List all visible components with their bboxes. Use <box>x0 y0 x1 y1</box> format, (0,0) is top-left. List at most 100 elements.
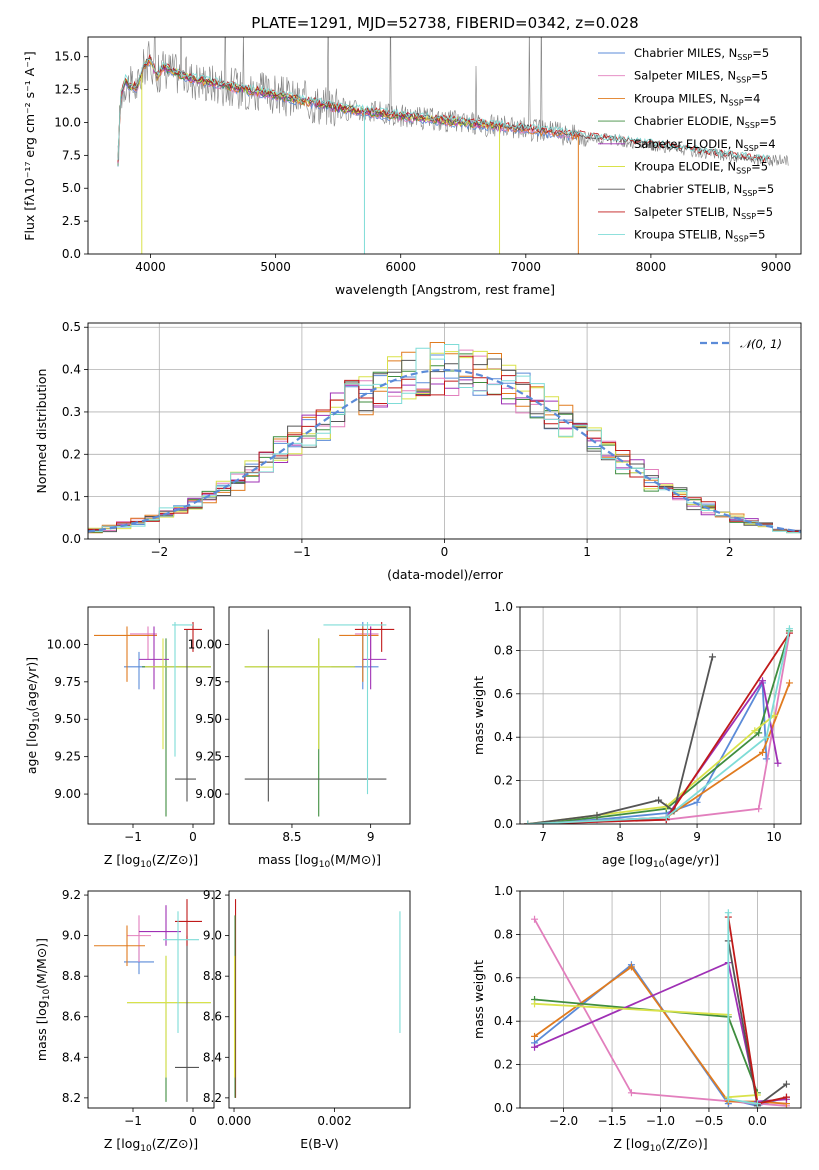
y-tick-label: 0.0 <box>62 247 81 261</box>
y-tick-label: 1.0 <box>494 600 513 614</box>
y-tick-label: 5.0 <box>62 181 81 195</box>
x-tick-label: 8.5 <box>282 830 301 844</box>
y-tick-label: 0.8 <box>494 643 513 657</box>
y-tick-label: 0.6 <box>494 971 513 985</box>
mass-vs-Z-frame <box>87 890 215 1109</box>
data-point-marker <box>785 679 793 687</box>
model-spectrum-line <box>117 59 770 162</box>
mass-vs-EBV-panel: 0.000 0.002 8.2 8.4 8.6 8.8 9.0 9.2 E(B-V) <box>203 888 411 1151</box>
data-point-marker <box>524 820 532 824</box>
data-point-marker <box>627 1089 635 1097</box>
spectrum-plot-area <box>117 37 789 254</box>
y-tick-label: 8.6 <box>62 1010 81 1024</box>
legend-entry: Kroupa MILES, NSSP=4 <box>634 91 760 107</box>
y-tick-label: 8.4 <box>203 1050 222 1064</box>
weight-vs-age-panel: 7 8 9 10 0.0 0.2 0.4 0.6 0.8 1.0 age [log10(age/yr… <box>471 600 802 870</box>
y-tick-label: 15.0 <box>54 50 81 64</box>
y-tick-label: 9.2 <box>203 888 222 902</box>
y-tick-label: 1.0 <box>494 884 513 898</box>
weight-vs-Z-panel: −2.0 −1.5 −1.0 −0.5 0.0 0.0 0.2 0.4 0.6 0.8 1.0 Z [… <box>471 884 802 1154</box>
data-point-marker <box>759 748 767 756</box>
x-tick-label: −1 <box>293 545 311 559</box>
mass-weight-line <box>527 632 791 824</box>
data-point-marker <box>531 1000 539 1008</box>
mass-weight-line <box>527 628 791 824</box>
age-vs-Z-plot-area <box>94 621 211 817</box>
mass-vs-Z-ylabel: mass [log10(M/M⊙)] <box>34 938 52 1061</box>
data-point-marker <box>762 733 770 741</box>
data-point-marker <box>755 729 763 737</box>
normal-reference-curve <box>88 368 801 533</box>
x-tick-label: 0.000 <box>217 1114 251 1128</box>
residuals-frame <box>87 322 802 540</box>
weight-vs-Z-frame <box>519 890 802 1109</box>
legend-entry: Kroupa ELODIE, NSSP=5 <box>634 160 768 176</box>
y-tick-label: 0.0 <box>494 1101 513 1115</box>
age-vs-mass-plot-area <box>244 621 395 817</box>
mass-vs-EBV-frame <box>228 890 411 1109</box>
x-tick-label: 2 <box>726 545 734 559</box>
y-tick-label: 9.0 <box>203 929 222 943</box>
residuals-plot-area <box>88 323 801 539</box>
y-tick-label: 9.75 <box>54 675 81 689</box>
legend-entry: Salpeter STELIB, NSSP=5 <box>634 205 773 221</box>
spectrum-legend: Chabrier MILES, NSSP=5 Salpeter MILES, NS… <box>598 46 777 244</box>
y-tick-label: 0.0 <box>62 532 81 546</box>
y-tick-label: 0.8 <box>494 927 513 941</box>
y-tick-label: 0.4 <box>62 363 81 377</box>
spectrum-title: PLATE=1291, MJD=52738, FIBERID=0342, z=0… <box>251 14 638 32</box>
legend-entry: Salpeter ELODIE, NSSP=4 <box>634 137 776 153</box>
y-tick-label: 9.0 <box>62 929 81 943</box>
y-tick-label: 8.4 <box>62 1050 81 1064</box>
model-spectrum-line <box>117 56 770 164</box>
y-tick-label: 0.2 <box>494 1058 513 1072</box>
x-tick-label: −2 <box>150 545 168 559</box>
age-vs-mass-frame <box>228 606 411 825</box>
x-tick-label: 6000 <box>385 260 416 274</box>
data-point-marker <box>531 1043 539 1051</box>
x-tick-label: 1 <box>583 545 591 559</box>
y-tick-label: 9.00 <box>195 787 222 801</box>
y-tick-label: 8.2 <box>62 1091 81 1105</box>
data-point-marker <box>627 963 635 971</box>
legend-entry: Chabrier STELIB, NSSP=5 <box>634 182 774 198</box>
x-tick-label: −1 <box>124 1114 142 1128</box>
x-tick-label: −1.5 <box>597 1114 626 1128</box>
x-tick-label: −1 <box>124 830 142 844</box>
x-tick-label: −0.5 <box>694 1114 723 1128</box>
y-tick-label: 9.75 <box>195 675 222 689</box>
x-tick-label: 9 <box>367 830 375 844</box>
data-point-marker <box>753 1100 761 1108</box>
data-point-marker <box>655 796 663 804</box>
age-vs-mass-xlabel: mass [log10(M/M⊙)] <box>258 852 381 870</box>
data-point-marker <box>751 727 759 735</box>
x-tick-label: 0 <box>189 830 197 844</box>
mass-vs-Z-plot-area <box>94 899 211 1102</box>
legend-entry: Chabrier MILES, NSSP=5 <box>634 46 769 62</box>
age-vs-Z-frame <box>87 606 215 825</box>
y-tick-label: 0.6 <box>494 687 513 701</box>
y-tick-label: 8.8 <box>62 969 81 983</box>
weight-vs-Z-plot-area <box>520 891 801 1108</box>
x-tick-label: 7000 <box>511 260 542 274</box>
data-point-marker <box>774 759 782 767</box>
age-vs-Z-panel: −1 0 9.00 9.25 9.50 9.75 10.00 Z [log10(Z/Z⊙)] a… <box>24 606 215 870</box>
y-tick-label: 0.5 <box>62 320 81 334</box>
x-tick-label: 5000 <box>260 260 291 274</box>
y-tick-label: 10.00 <box>47 637 81 651</box>
x-tick-label: 9 <box>693 830 701 844</box>
y-tick-label: 8.2 <box>203 1091 222 1105</box>
data-point-marker <box>755 805 763 813</box>
mass-vs-Z-xlabel: Z [log10(Z/Z⊙)] <box>104 1136 198 1154</box>
data-point-marker <box>759 677 767 685</box>
age-vs-Z-ylabel: age [log10(age/yr)] <box>24 657 42 774</box>
weight-vs-Z-ylabel: mass weight <box>471 960 486 1039</box>
spectrum-frame <box>87 36 802 255</box>
legend-entry: 𝒩(0, 1) <box>740 337 782 351</box>
y-tick-label: 10.0 <box>54 115 81 129</box>
legend-entry: Kroupa STELIB, NSSP=5 <box>634 228 765 244</box>
weight-vs-age-frame <box>519 606 802 825</box>
x-tick-label: 0.0 <box>748 1114 767 1128</box>
x-tick-label: 10 <box>766 830 781 844</box>
